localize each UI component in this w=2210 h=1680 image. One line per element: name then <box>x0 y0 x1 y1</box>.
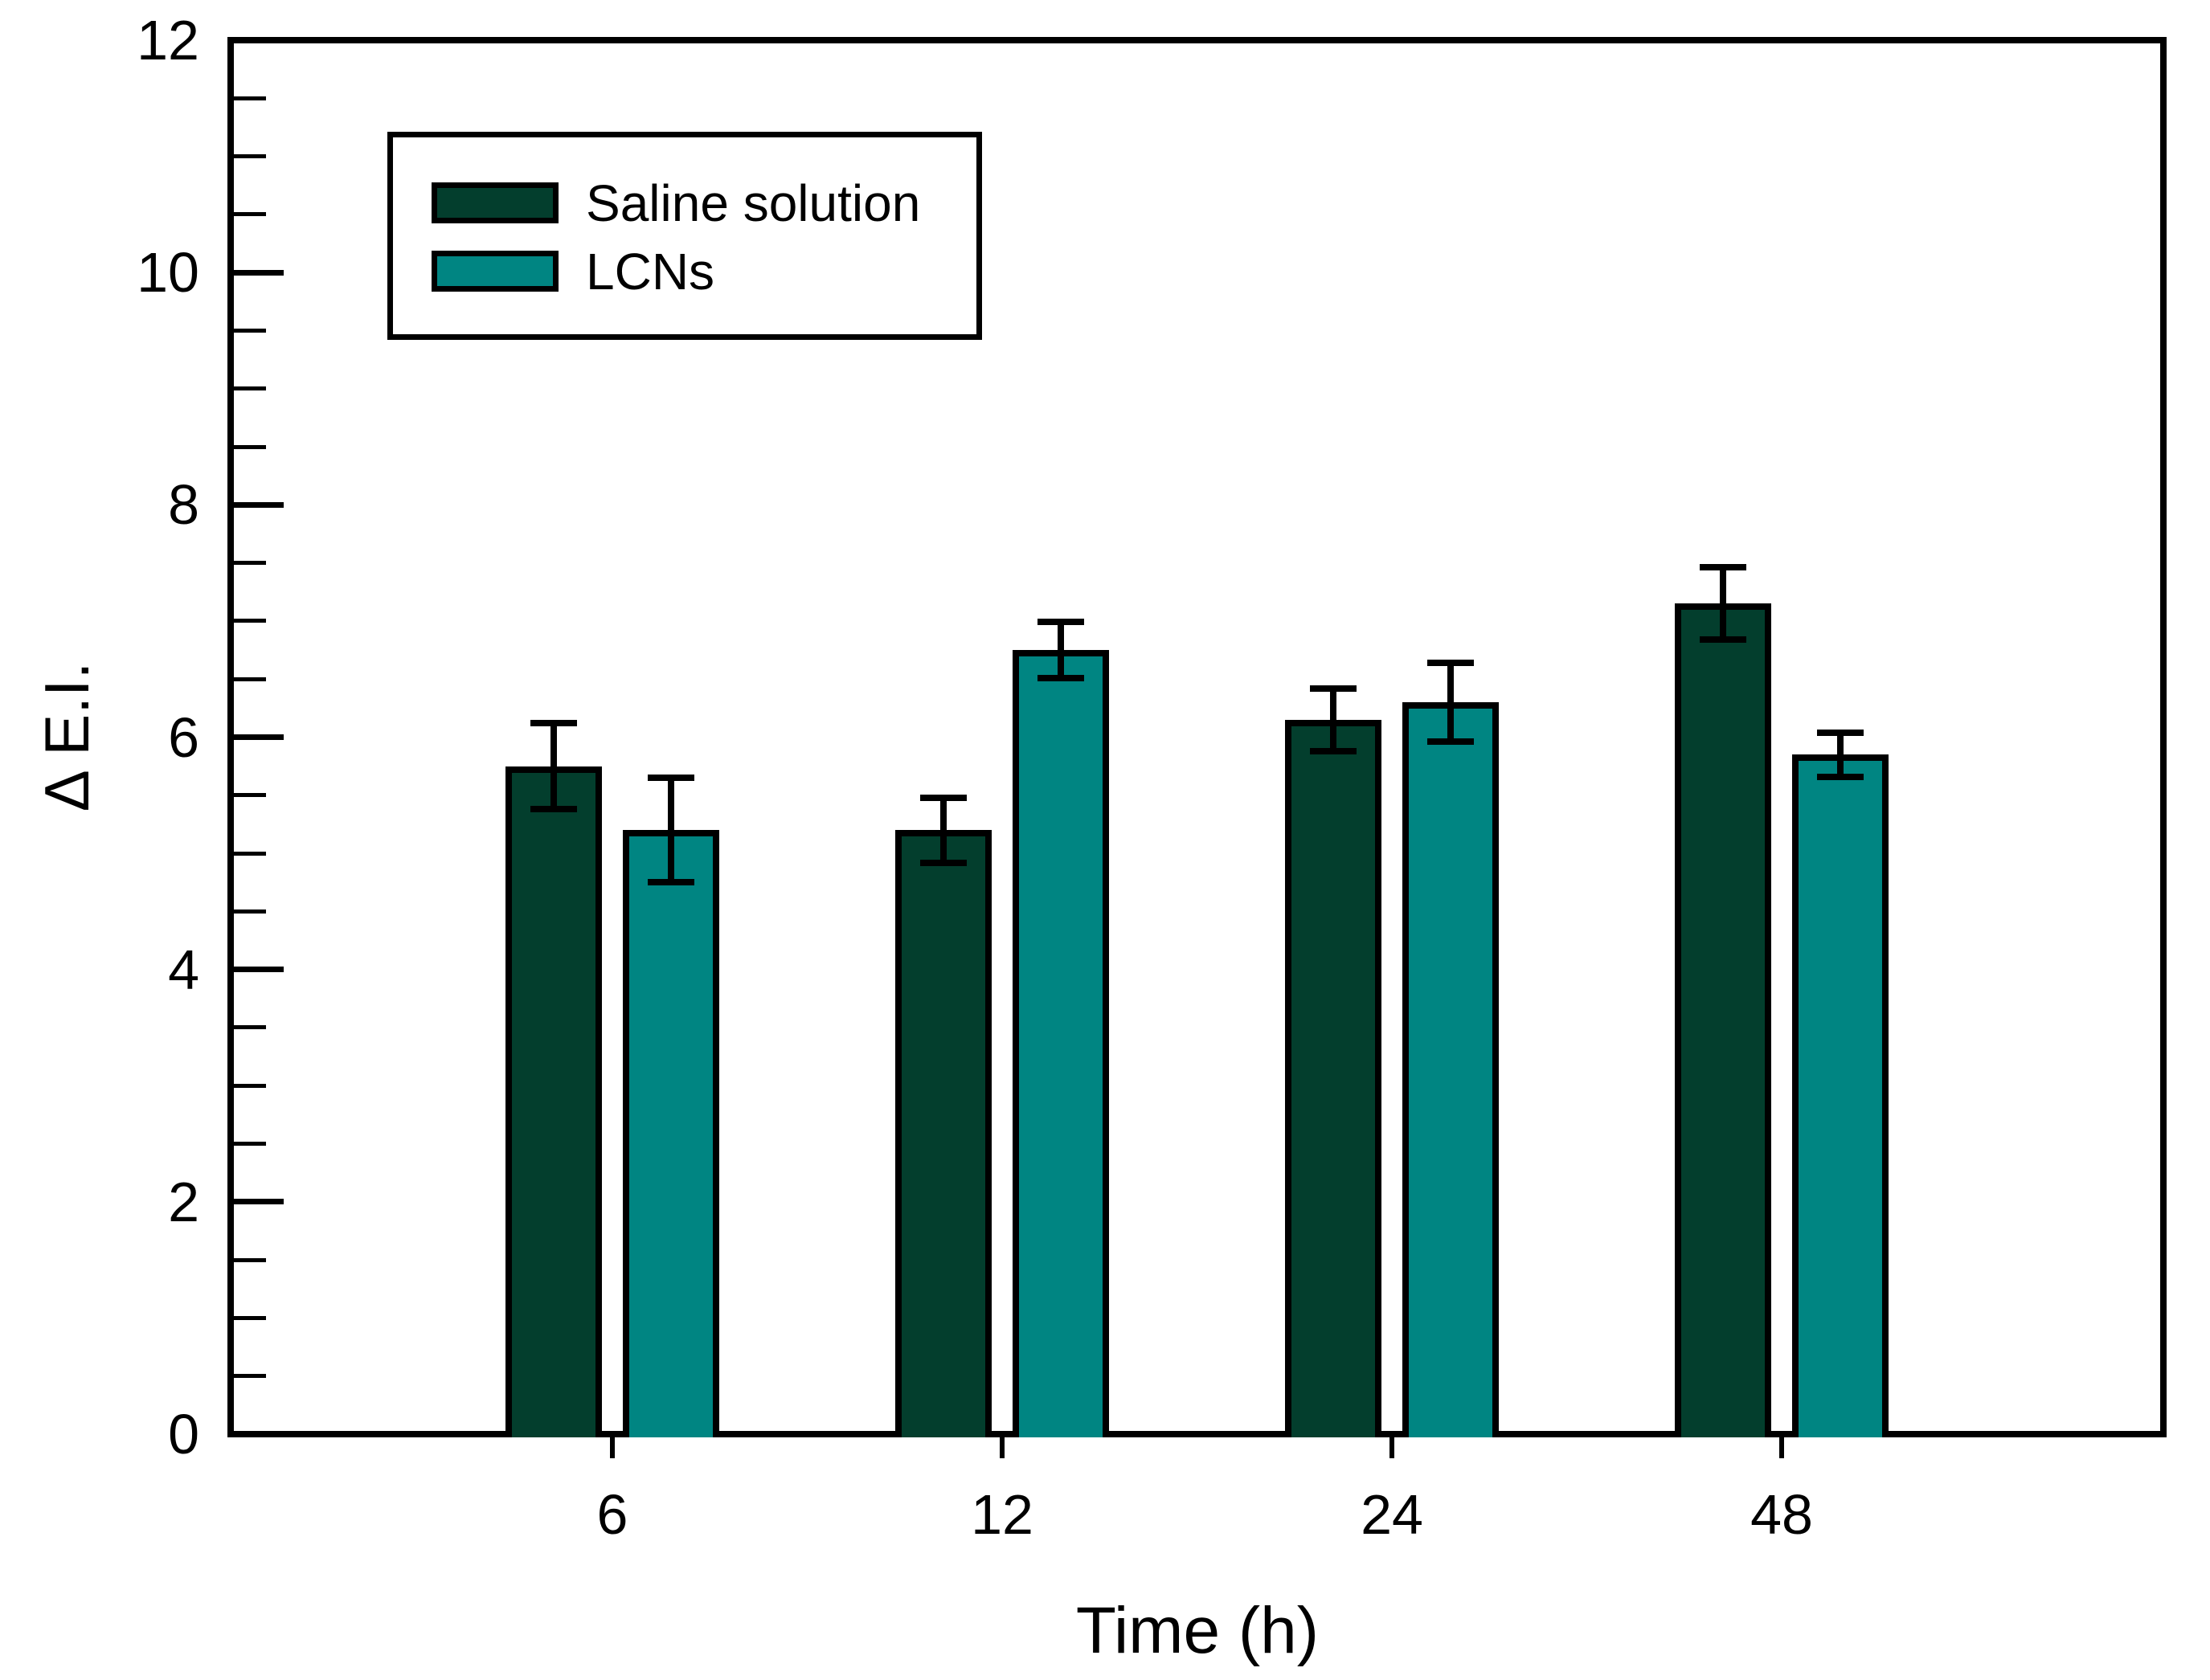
y-minor-tick <box>234 1374 266 1379</box>
bar-saline-solution-6 <box>505 766 602 1437</box>
error-bar-line <box>550 723 557 810</box>
y-major-tick <box>234 269 284 276</box>
error-bar-cap-top <box>1427 659 1474 666</box>
bar-lcns-24 <box>1402 702 1499 1437</box>
y-minor-tick <box>234 676 266 681</box>
legend-label-lcns: LCNs <box>586 243 715 300</box>
y-minor-tick <box>234 386 266 391</box>
error-bar-cap-bottom <box>1310 747 1357 754</box>
x-tick-label-6: 6 <box>596 1483 628 1546</box>
x-axis-title: Time (h) <box>1075 1594 1320 1667</box>
error-bar-cap-bottom <box>920 859 967 866</box>
y-minor-tick <box>234 212 266 217</box>
y-major-tick <box>234 1431 284 1437</box>
x-tick-12 <box>1000 1437 1005 1458</box>
error-bar-line <box>1447 662 1454 742</box>
error-bar-line <box>1720 567 1726 640</box>
plot-frame <box>227 37 2167 1437</box>
error-bar-cap-bottom <box>1037 674 1084 681</box>
error-bar-line <box>940 797 947 863</box>
error-bar-line <box>1837 732 1844 777</box>
bar-saline-solution-24 <box>1285 719 1381 1437</box>
y-minor-tick <box>234 851 266 856</box>
y-minor-tick <box>234 793 266 798</box>
y-tick-label-6: 6 <box>168 705 199 769</box>
y-major-tick <box>234 501 284 508</box>
error-bar-cap-top <box>648 775 694 782</box>
error-bar-cap-top <box>530 720 577 727</box>
y-minor-tick <box>234 561 266 566</box>
y-tick-label-10: 10 <box>137 241 199 305</box>
y-minor-tick <box>234 1083 266 1088</box>
x-tick-label-12: 12 <box>971 1483 1033 1546</box>
error-bar-line <box>1330 688 1336 751</box>
y-tick-label-12: 12 <box>137 9 199 72</box>
legend-swatch-lcns <box>432 251 559 292</box>
y-minor-tick <box>234 1025 266 1030</box>
x-tick-6 <box>610 1437 615 1458</box>
error-bar-cap-top <box>1310 685 1357 692</box>
error-bar-line <box>668 778 674 883</box>
bar-saline-solution-48 <box>1675 603 1771 1437</box>
y-minor-tick <box>234 96 266 100</box>
error-bar-cap-top <box>1037 619 1084 626</box>
legend-swatch-saline-solution <box>432 182 559 223</box>
y-tick-label-0: 0 <box>168 1403 199 1465</box>
x-tick-label-24: 24 <box>1361 1483 1423 1546</box>
y-major-tick <box>234 967 284 973</box>
y-minor-tick <box>234 154 266 159</box>
error-bar-cap-top <box>1700 564 1746 571</box>
y-minor-tick <box>234 619 266 623</box>
error-bar-cap-top <box>920 794 967 801</box>
legend-label-saline-solution: Saline solution <box>586 174 921 232</box>
x-tick-label-48: 48 <box>1750 1483 1813 1546</box>
bar-lcns-6 <box>623 830 719 1437</box>
error-bar-cap-bottom <box>1427 738 1474 746</box>
bar-lcns-12 <box>1013 650 1109 1437</box>
x-tick-24 <box>1389 1437 1394 1458</box>
error-bar-line <box>1058 622 1064 678</box>
error-bar-cap-bottom <box>530 806 577 813</box>
y-tick-label-2: 2 <box>168 1170 199 1233</box>
y-tick-label-8: 8 <box>168 473 199 537</box>
y-tick-label-4: 4 <box>168 938 199 1001</box>
y-minor-tick <box>234 444 266 449</box>
error-bar-cap-top <box>1817 729 1864 736</box>
bar-saline-solution-12 <box>895 830 992 1437</box>
error-bar-cap-bottom <box>1700 636 1746 644</box>
y-minor-tick <box>234 1315 266 1320</box>
error-bar-cap-bottom <box>1817 773 1864 780</box>
y-major-tick <box>234 1199 284 1205</box>
bar-lcns-48 <box>1792 754 1889 1437</box>
error-bar-cap-bottom <box>648 879 694 886</box>
y-major-tick <box>234 734 284 740</box>
y-minor-tick <box>234 1257 266 1262</box>
y-major-tick <box>234 37 284 43</box>
y-minor-tick <box>234 328 266 333</box>
y-minor-tick <box>234 909 266 914</box>
legend: Saline solution LCNs <box>387 132 982 340</box>
y-minor-tick <box>234 1142 266 1147</box>
x-tick-48 <box>1779 1437 1784 1458</box>
